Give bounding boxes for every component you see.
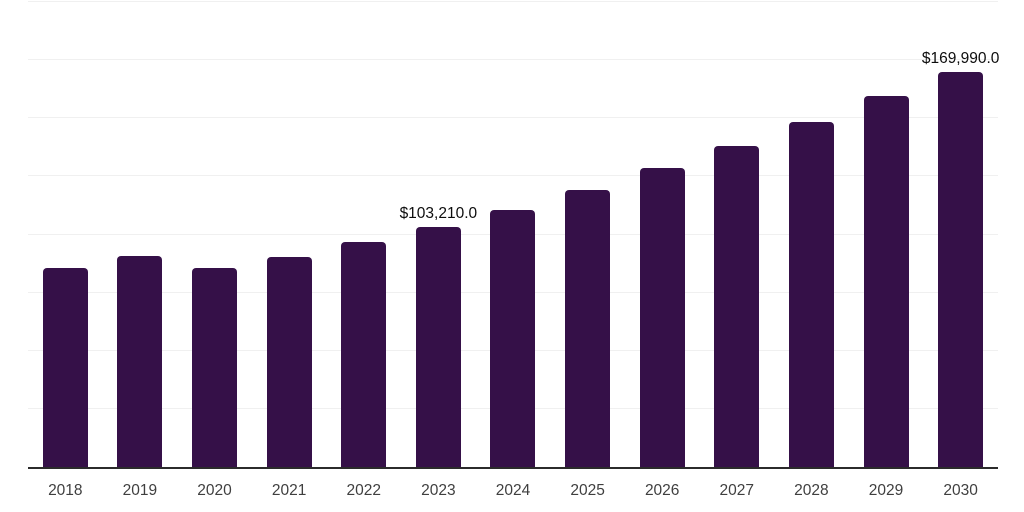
bar-slot-2030: $169,990.0	[921, 2, 1000, 467]
bar-slot-2019	[103, 2, 178, 467]
bar-slot-2027	[699, 2, 774, 467]
data-label-2023: $103,210.0	[399, 205, 478, 222]
bar-slot-2022	[326, 2, 401, 467]
gridline	[28, 1, 998, 2]
bar-slot-2025	[550, 2, 625, 467]
plot-area: $103,210.0 $169,990.0	[28, 1, 1000, 469]
data-label-2030: $169,990.0	[921, 49, 1000, 67]
x-tick-label-2018: 2018	[48, 482, 83, 499]
bar-slot-2028	[774, 2, 849, 467]
bar-2028	[788, 121, 834, 467]
x-axis-labels: 2018 2019 2020 2021 2022 2023 2024 2025 2026 2027…	[28, 482, 998, 500]
bar-slot-2020	[177, 2, 252, 467]
bar-slot-2018	[28, 2, 103, 467]
bar-slot-2029	[849, 2, 924, 467]
x-tick-label-2026: 2026	[644, 482, 680, 499]
bar-slot-2026	[625, 2, 700, 467]
x-tick-label-2027: 2027	[719, 482, 755, 499]
bar-2019	[117, 255, 163, 467]
x-tick-label-2023: 2023	[421, 482, 456, 499]
bar-slot-2024	[476, 2, 551, 467]
bar-2018	[42, 267, 88, 467]
bar-slot-2023: $103,210.0	[399, 2, 478, 467]
bar-2027	[714, 146, 760, 467]
bar-2025	[565, 189, 611, 467]
bar-2020	[192, 268, 238, 467]
x-tick-label-2024: 2024	[495, 482, 531, 499]
x-tick-label-2020: 2020	[197, 482, 232, 499]
bars-row: $103,210.0 $169,990.0	[28, 2, 1000, 467]
gridline	[28, 117, 998, 119]
x-tick-label-2025: 2025	[570, 482, 605, 499]
x-tick-label-2030: 2030	[943, 482, 978, 499]
bar-slot-2021	[252, 2, 327, 467]
x-tick-label-2021: 2021	[271, 482, 307, 499]
gridline	[28, 59, 998, 61]
x-tick-label-2022: 2022	[346, 482, 381, 499]
bar-2024	[490, 209, 536, 467]
bar-2030	[938, 71, 984, 467]
x-tick-label-2028: 2028	[794, 482, 829, 499]
bar-2022	[341, 241, 387, 467]
bar-2021	[266, 257, 312, 467]
bar-2023	[415, 227, 461, 467]
x-tick-label-2019: 2019	[122, 482, 158, 499]
bar-2029	[863, 96, 909, 467]
x-tick-label-2029: 2029	[868, 482, 904, 499]
bar-2026	[639, 167, 685, 467]
gridline	[28, 175, 998, 177]
